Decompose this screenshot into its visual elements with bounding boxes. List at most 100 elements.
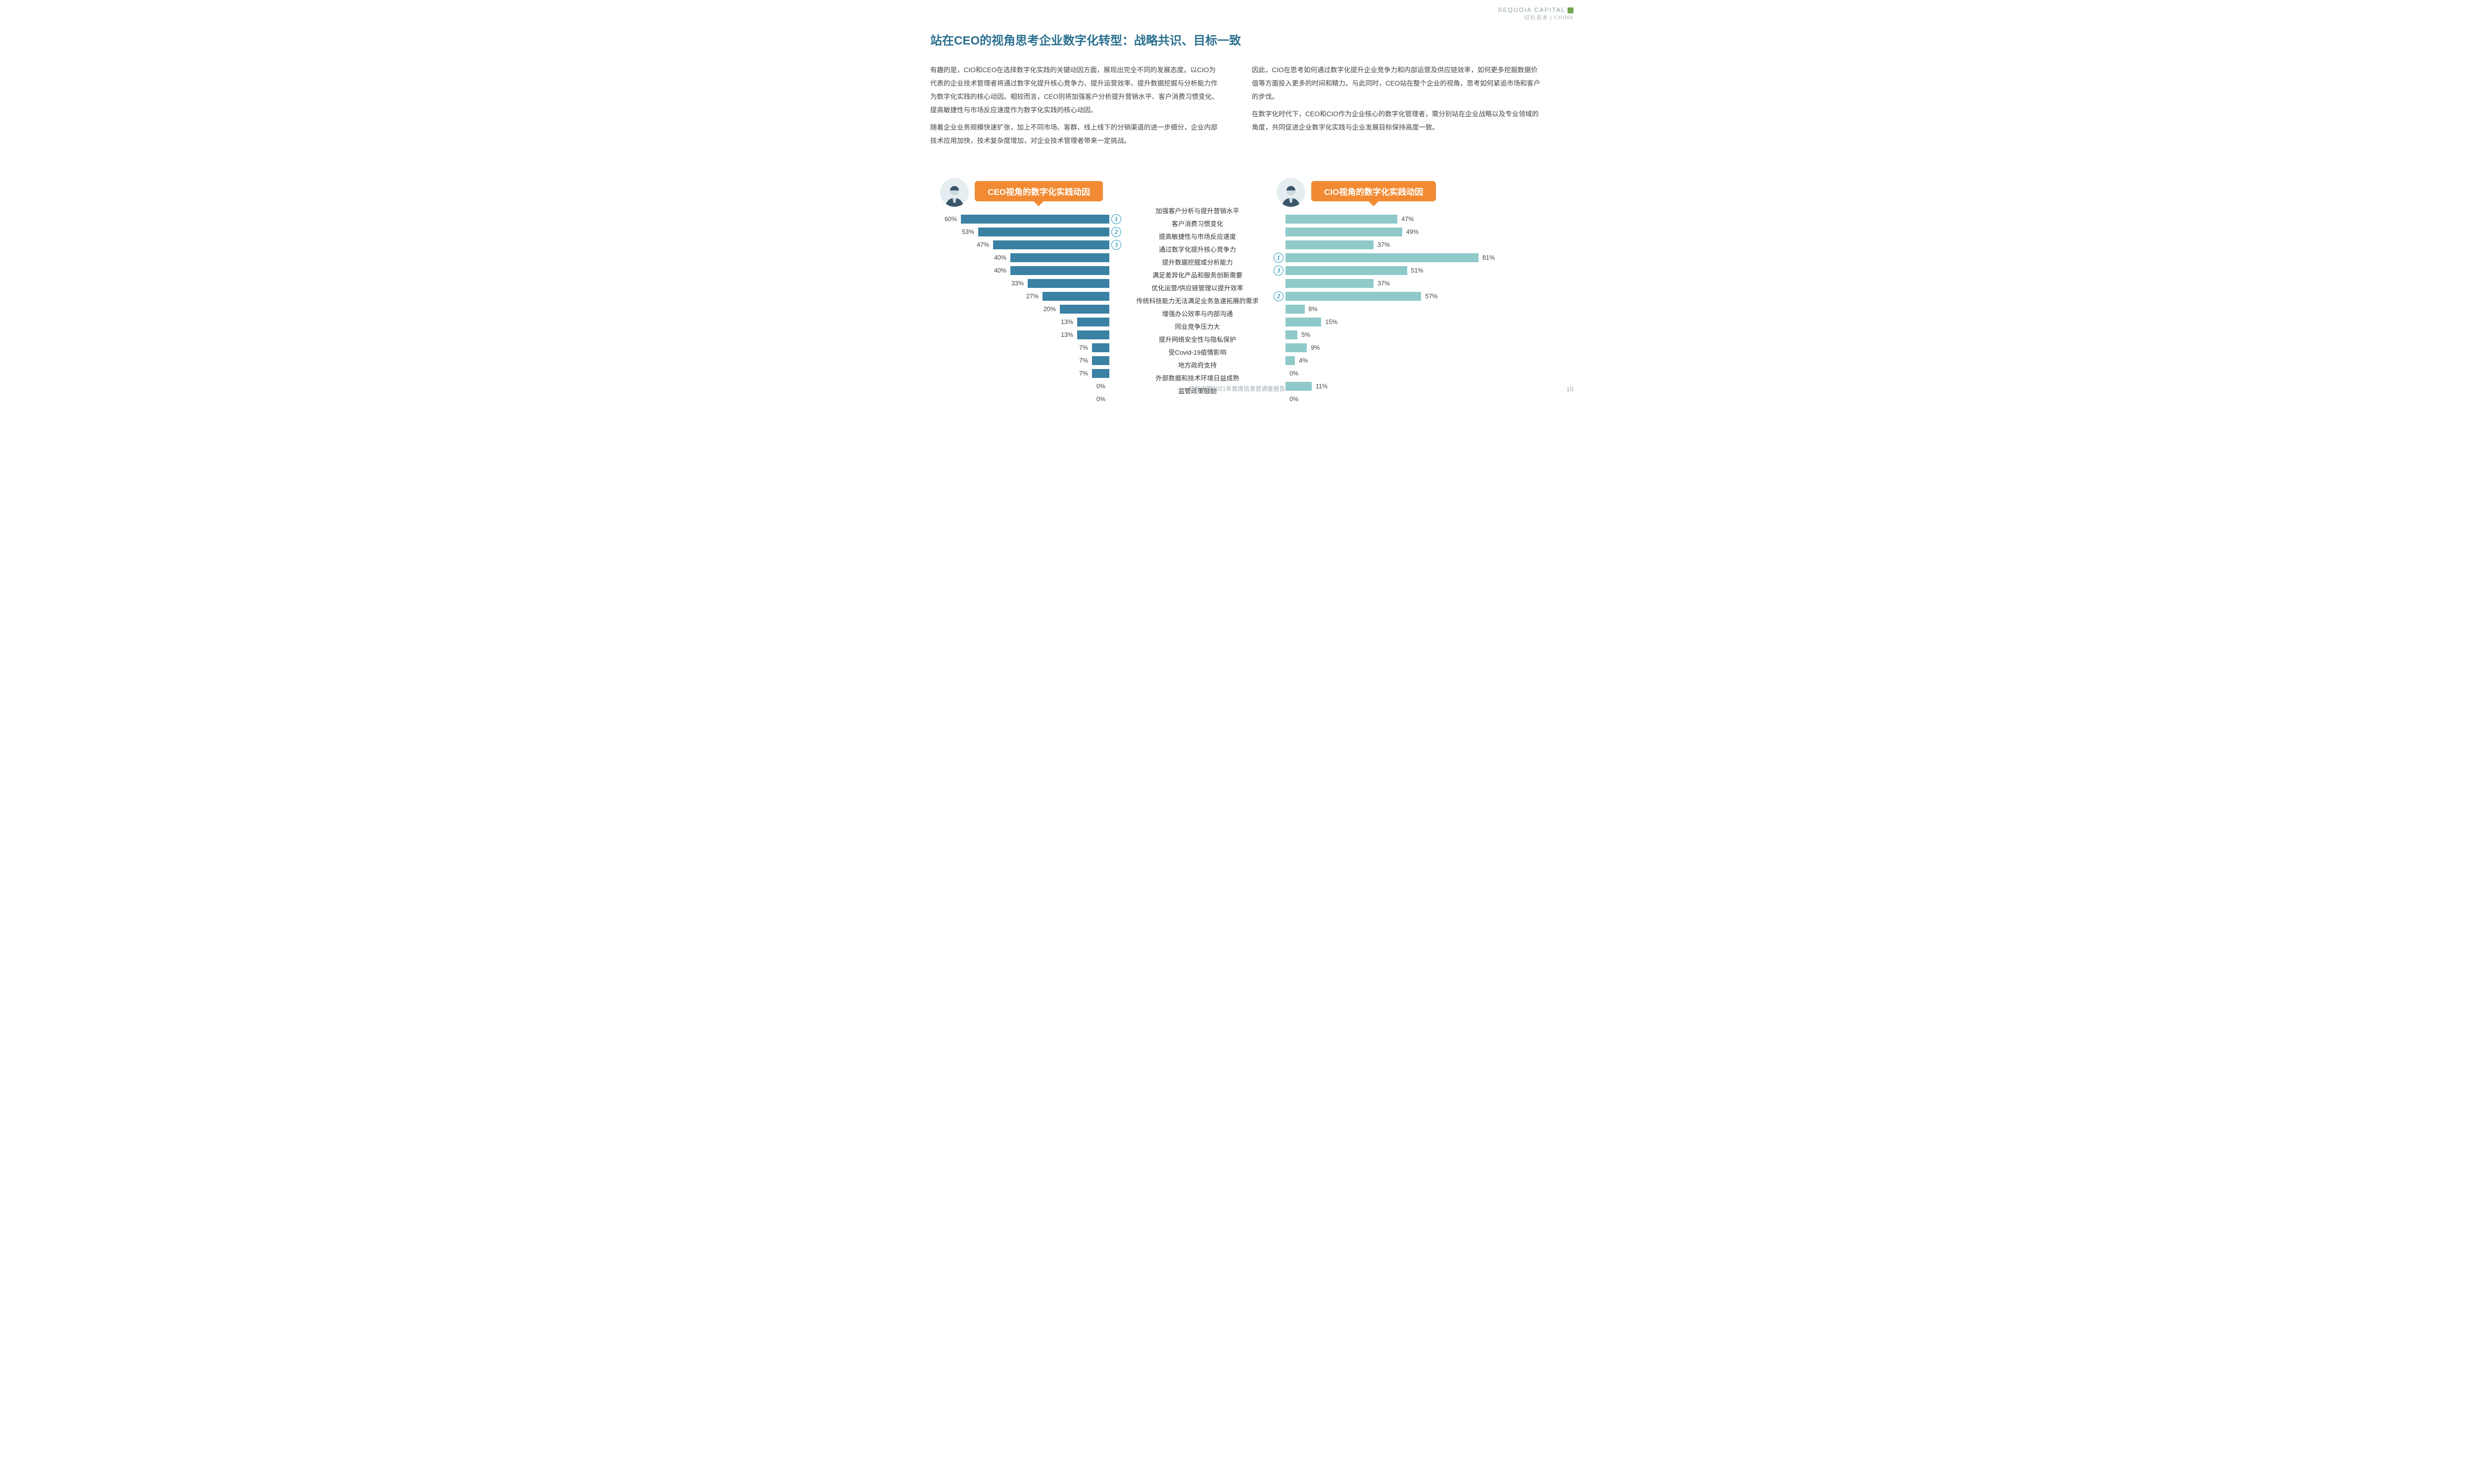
cio-value: 0% (1285, 370, 1302, 377)
ceo-value: 13% (1057, 331, 1077, 338)
body-col-right: 因此，CIO在思考如何通过数字化提升企业竞争力和内部运营及供应链效率，如何更多挖… (1252, 63, 1544, 151)
cio-value: 0% (1285, 396, 1302, 403)
ceo-value: 47% (973, 241, 993, 248)
ceo-bar (1077, 318, 1109, 326)
cio-value: 37% (1374, 241, 1394, 248)
cio-bar (1285, 330, 1297, 339)
chart-row-label: 受Covid-19疫情影响 (1123, 347, 1272, 358)
ceo-bar-row: 347% (910, 239, 1123, 250)
para: 在数字化时代下，CEO和CIO作为企业核心的数字化管理者，需分别站在企业战略以及… (1252, 107, 1544, 134)
cio-bar-row: 8% (1272, 304, 1564, 314)
ceo-bar (1043, 292, 1109, 301)
cio-bar (1285, 215, 1397, 224)
ceo-value: 40% (990, 254, 1010, 261)
cio-bar-row: 3 51% (1272, 265, 1564, 276)
cio-bar-row: 37% (1272, 239, 1564, 250)
cio-bar-row: 9% (1272, 342, 1564, 353)
cio-value: 81% (1478, 254, 1499, 261)
ceo-bar-row: 160% (910, 214, 1123, 224)
ceo-value: 0% (1093, 396, 1109, 403)
cio-value: 8% (1305, 306, 1322, 313)
ceo-value: 7% (1075, 344, 1092, 351)
cio-bar-row: 0% (1272, 394, 1564, 404)
cio-bar-row: 47% (1272, 214, 1564, 224)
ceo-bar (1060, 305, 1109, 314)
page-number: 10 (1567, 385, 1573, 393)
cio-pill: CIO视角的数字化实践动因 (1311, 181, 1436, 201)
cio-bar (1285, 228, 1402, 236)
ceo-bar (961, 215, 1109, 224)
cio-value: 47% (1397, 216, 1418, 223)
rank-badge: 2 (1274, 291, 1284, 301)
cio-value: 57% (1421, 293, 1441, 300)
ceo-bar-row: 40% (910, 252, 1123, 263)
ceo-bar (1092, 356, 1109, 365)
ceo-avatar-icon (940, 178, 969, 207)
ceo-value: 27% (1022, 293, 1043, 300)
rank-badge: 1 (1274, 253, 1284, 263)
ceo-value: 40% (990, 267, 1010, 274)
cio-bar-row: 37% (1272, 278, 1564, 288)
ceo-bar (1010, 266, 1109, 275)
cio-chart-header: CIO视角的数字化实践动因 (1277, 178, 1436, 207)
cio-bar-row: 1 81% (1272, 252, 1564, 263)
cio-bar (1285, 356, 1295, 365)
ceo-bar-row: 20% (910, 304, 1123, 314)
chart-row-label: 外部数据和技术环境日益成熟 (1123, 373, 1272, 383)
cio-bar-row: 2 57% (1272, 291, 1564, 301)
ceo-rows: 160% 2 53% 347% 40% 40% 33% 27% 20% 13% 13% 7% 7% 7% 0… (910, 214, 1123, 404)
chart-row-label: 优化运营/供应链管理以提升效率 (1123, 283, 1272, 293)
cio-bar (1285, 318, 1321, 326)
chart-row-label: 提升数据挖掘或分析能力 (1123, 257, 1272, 268)
cio-bar-row: 4% (1272, 355, 1564, 366)
para: 随着企业业务规模快速扩张，加上不同市场、客群、线上线下的分销渠道的进一步细分，企… (930, 121, 1222, 147)
body-text: 有趣的是，CIO和CEO在选择数字化实践的关键动因方面，展现出完全不同的发展态度… (930, 63, 1544, 151)
ceo-value: 53% (958, 229, 978, 235)
cio-bar (1285, 266, 1407, 275)
chart-row-label: 同业竞争压力大 (1123, 322, 1272, 332)
para: 因此，CIO在思考如何通过数字化提升企业竞争力和内部运营及供应链效率，如何更多挖… (1252, 63, 1544, 103)
chart-row-label: 提高敏捷性与市场反应速度 (1123, 232, 1272, 242)
brand-logo: SEQUOIA CAPITAL 红杉资本 | CHINA (1498, 6, 1573, 22)
cio-bar (1285, 279, 1374, 288)
ceo-bar (1092, 343, 1109, 352)
rank-badge: 2 (1111, 227, 1121, 237)
cio-bar-row: 15% (1272, 317, 1564, 327)
cio-value: 5% (1297, 331, 1314, 338)
chart-labels: 加强客户分析与提升营销水平客户消费习惯变化提高敏捷性与市场反应速度通过数字化提升… (1123, 178, 1272, 371)
cio-bar (1285, 343, 1307, 352)
ceo-value: 7% (1075, 370, 1092, 377)
ceo-bar (1077, 330, 1109, 339)
cio-value: 15% (1321, 319, 1341, 325)
logo-line2: 红杉资本 | CHINA (1498, 14, 1573, 22)
cio-bar-row: 0% (1272, 368, 1564, 378)
chart-row-label: 传统科技能力无法满足业务急速拓展的需求 (1123, 296, 1272, 306)
cio-bar (1285, 305, 1305, 314)
cio-value: 51% (1407, 267, 1427, 274)
ceo-value: 33% (1007, 280, 1028, 287)
cio-chart: CIO视角的数字化实践动因 47% 49% 37% 1 81% 3 51% 37% 2 57% 8%… (1272, 178, 1564, 371)
rank-badge: 3 (1274, 266, 1284, 276)
cio-value: 9% (1307, 344, 1324, 351)
ceo-value: 7% (1075, 357, 1092, 364)
footer-text: — 红杉中国2021年首席信息官调查报告 — (881, 384, 1593, 393)
page-title: 站在CEO的视角思考企业数字化转型：战略共识、目标一致 (930, 31, 1241, 48)
logo-line1: SEQUOIA CAPITAL (1498, 6, 1566, 13)
center-rows: 加强客户分析与提升营销水平客户消费习惯变化提高敏捷性与市场反应速度通过数字化提升… (1123, 206, 1272, 396)
ceo-pill: CEO视角的数字化实践动因 (975, 181, 1103, 201)
ceo-bar (993, 240, 1109, 249)
chart-row-label: 提升网络安全性与隐私保护 (1123, 334, 1272, 345)
ceo-bar (1028, 279, 1109, 288)
ceo-value: 13% (1057, 319, 1077, 325)
chart-row-label: 加强客户分析与提升营销水平 (1123, 206, 1272, 216)
ceo-value: 20% (1040, 306, 1060, 313)
ceo-bar-row: 27% (910, 291, 1123, 301)
cio-rows: 47%49%37%181%351%37%257%8%15%5%9%4%0%11%… (1272, 214, 1564, 404)
ceo-bar-row: 40% (910, 265, 1123, 276)
ceo-bar-row: 13% (910, 329, 1123, 340)
logo-square-icon (1568, 7, 1573, 13)
ceo-bar-row: 2 53% (910, 227, 1123, 237)
ceo-bar-row: 7% (910, 355, 1123, 366)
chart-row-label: 通过数字化提升核心竞争力 (1123, 244, 1272, 255)
cio-bar-row: 49% (1272, 227, 1564, 237)
